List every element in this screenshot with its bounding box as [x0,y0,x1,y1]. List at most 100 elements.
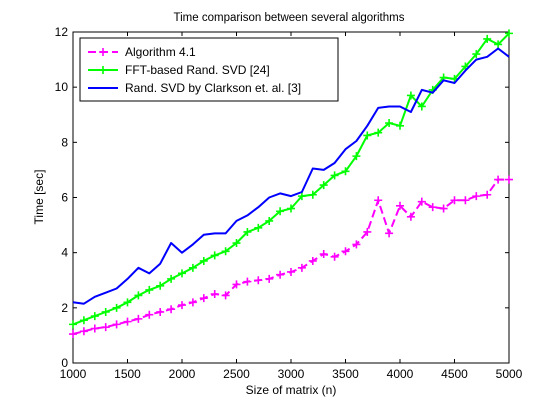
data-point [79,327,88,336]
legend-marker [99,48,107,56]
chart-title: Time comparison between several algorith… [174,12,405,24]
data-point [308,190,317,199]
y-tick-label: 12 [55,25,69,39]
data-point [374,196,383,205]
data-point [243,227,252,236]
data-point [472,50,481,59]
data-point [417,102,426,111]
data-point [428,203,437,212]
data-point [69,320,77,329]
legend-item: Rand. SVD by Clarkson et. al. [3] [88,81,301,95]
data-point [450,196,459,205]
y-tick-label: 0 [61,356,68,370]
legend-box [79,37,339,102]
legend-marker [99,66,107,74]
x-tick-label: 5000 [496,367,523,381]
x-tick-label: 2500 [223,367,250,381]
data-point [123,317,132,326]
series-1 [69,175,513,339]
data-point [69,330,77,339]
y-tick-label: 4 [61,246,68,260]
data-point [243,277,252,286]
data-point [505,175,513,184]
data-point [287,204,295,213]
data-point [406,91,415,100]
legend-label: Rand. SVD by Clarkson et. al. [3] [125,81,301,95]
data-point [276,207,285,216]
data-point [156,281,165,290]
data-point [188,263,197,272]
data-point [494,40,503,49]
data-point [406,212,415,221]
data-point [178,301,186,310]
data-point [221,247,230,256]
data-point [265,274,274,283]
data-point [472,192,481,201]
data-point [90,312,99,321]
legend: Algorithm 4.1 FFT-based Rand. SVD [24] Ran… [79,37,339,102]
data-point [352,240,361,249]
y-tick-label: 8 [61,135,68,149]
x-axis-label: Size of matrix (n) [246,383,337,397]
data-point [319,250,328,259]
data-point [374,128,383,137]
data-point [505,29,513,38]
x-tick-label: 2000 [169,367,196,381]
x-tick-label: 3000 [278,367,305,381]
data-point [483,190,492,199]
data-point [461,196,470,205]
legend-item: Algorithm 4.1 [88,45,196,59]
legend-label: FFT-based Rand. SVD [24] [125,63,270,77]
data-point [145,285,154,294]
data-point [210,290,219,299]
x-tick-label: 1500 [114,367,141,381]
data-point [156,307,165,316]
data-point [417,197,426,206]
data-point [221,291,230,300]
series-line [72,47,510,305]
data-point [123,298,132,307]
data-point [167,274,176,283]
data-point [308,256,317,265]
data-point [199,256,208,265]
series-2 [69,29,513,329]
y-axis-label: Time [sec] [32,170,46,225]
data-point [396,201,404,210]
legend-item: FFT-based Rand. SVD [24] [88,63,270,77]
x-tick-label: 4500 [441,367,468,381]
data-point [276,270,285,279]
data-point [112,320,121,329]
data-point [134,314,143,323]
data-point [145,310,154,319]
data-point [265,216,274,225]
data-point [287,267,295,276]
data-point [210,251,219,260]
data-point [79,316,88,325]
data-point [232,280,241,289]
data-point [167,305,176,314]
legend-items: Algorithm 4.1 FFT-based Rand. SVD [24] Ran… [88,45,301,95]
data-point [494,175,503,184]
x-tick-label: 3500 [332,367,359,381]
data-point [232,239,241,248]
data-point [90,324,99,333]
data-point [178,269,186,278]
data-point [385,229,394,238]
legend-label: Algorithm 4.1 [125,45,196,59]
data-point [254,223,263,232]
x-tick-label: 1000 [60,367,87,381]
series-layer [69,29,513,339]
data-point [341,247,350,256]
data-point [396,121,404,130]
data-point [134,291,143,300]
data-point [363,227,372,236]
data-point [341,167,350,176]
data-point [330,171,339,180]
data-point [297,192,306,201]
data-point [188,298,197,307]
y-tick-label: 10 [55,80,69,94]
data-point [385,119,394,128]
x-axis: 1000 1500 2000 2500 3000 3500 4000 4500 5000 [60,32,523,381]
y-tick-label: 2 [61,301,68,315]
